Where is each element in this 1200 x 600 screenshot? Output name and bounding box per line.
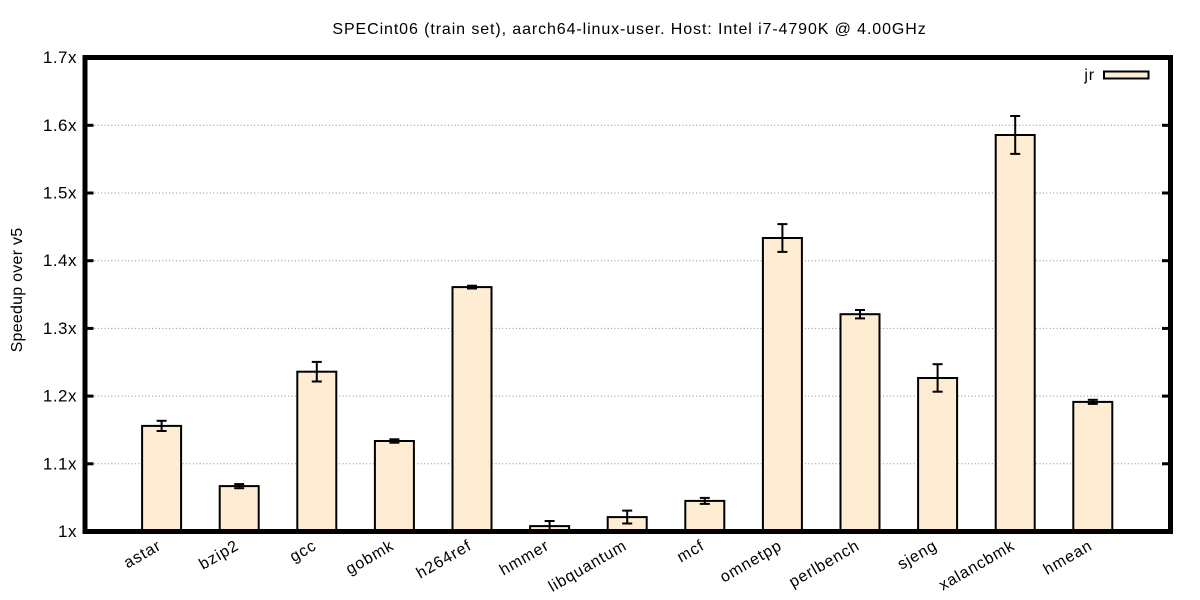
svg-text:1.4x: 1.4x (43, 251, 77, 270)
svg-text:1.6x: 1.6x (43, 116, 77, 135)
svg-text:jr: jr (1083, 67, 1095, 84)
svg-text:1.1x: 1.1x (43, 454, 77, 473)
svg-text:1x: 1x (58, 522, 77, 541)
svg-text:1.7x: 1.7x (43, 48, 77, 67)
svg-text:1.2x: 1.2x (43, 387, 77, 406)
svg-text:Speedup over v5: Speedup over v5 (9, 228, 26, 353)
svg-text:1.3x: 1.3x (43, 319, 77, 338)
svg-text:1.5x: 1.5x (43, 184, 77, 203)
svg-text:SPECint06 (train set), aarch64: SPECint06 (train set), aarch64-linux-use… (332, 21, 926, 38)
